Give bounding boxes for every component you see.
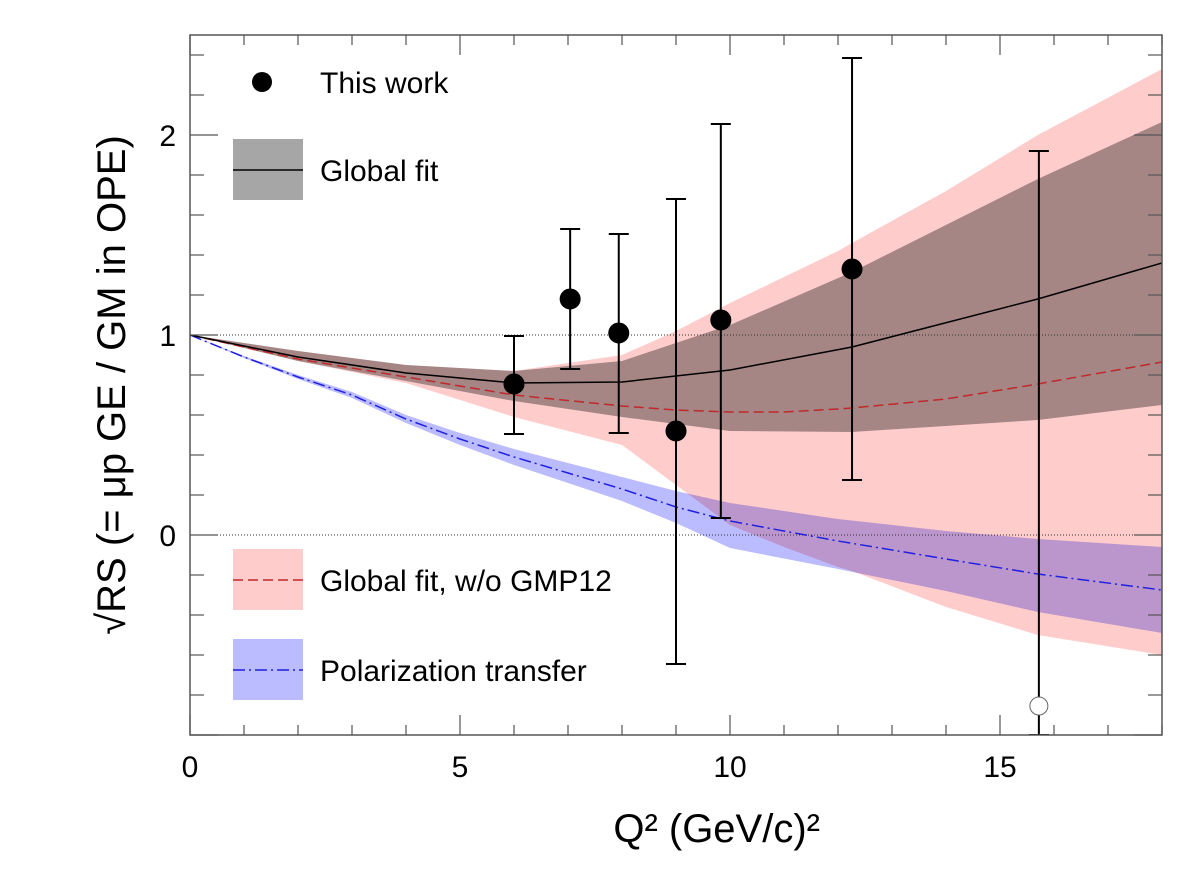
- x-axis-label: Q² (GeV/c)²: [613, 807, 820, 851]
- data-points: [503, 57, 1049, 735]
- global-fit-line: [190, 262, 1162, 384]
- x-tick-label: 0: [182, 751, 199, 784]
- y-tick-label: 1: [159, 320, 176, 353]
- marker: [503, 373, 525, 395]
- open-marker: [1029, 696, 1049, 716]
- data-point: [710, 123, 732, 519]
- global-fit-band: [190, 122, 1162, 432]
- no-gmp12-line: [190, 334, 1162, 413]
- legend-global-fit-label: Global fit: [320, 155, 439, 188]
- x-tick-label: 15: [983, 751, 1016, 784]
- pol-transfer-line: [190, 334, 1162, 591]
- legend-this-work-marker: [252, 72, 272, 92]
- marker: [559, 288, 581, 310]
- y-tick-label: 0: [159, 520, 176, 553]
- data-point: [608, 233, 630, 434]
- axis-ticks: [189, 35, 1163, 736]
- tick-labels: 0 5 10 15 0 1 2: [159, 120, 1016, 784]
- x-tick-label: 5: [452, 751, 469, 784]
- marker: [608, 322, 630, 344]
- marker: [841, 258, 863, 280]
- data-point: [665, 198, 687, 665]
- x-tick-label: 10: [713, 751, 746, 784]
- y-tick-label: 2: [159, 120, 176, 153]
- curves: [190, 262, 1162, 591]
- data-point: [559, 228, 581, 370]
- marker: [665, 420, 687, 442]
- legend-no-gmp12-label: Global fit, w/o GMP12: [320, 565, 612, 598]
- data-point: [1028, 150, 1049, 735]
- pol-transfer-band: [190, 335, 1162, 633]
- y-axis-label: √RS (= μp GE / GM in OPE): [90, 135, 134, 635]
- marker: [710, 309, 732, 331]
- legend-pol-transfer-label: Polarization transfer: [320, 655, 587, 688]
- legend: This work Global fit Global fit, w/o GMP…: [233, 67, 612, 700]
- data-point: [841, 57, 863, 481]
- data-point: [503, 335, 525, 435]
- legend-this-work-label: This work: [320, 67, 449, 100]
